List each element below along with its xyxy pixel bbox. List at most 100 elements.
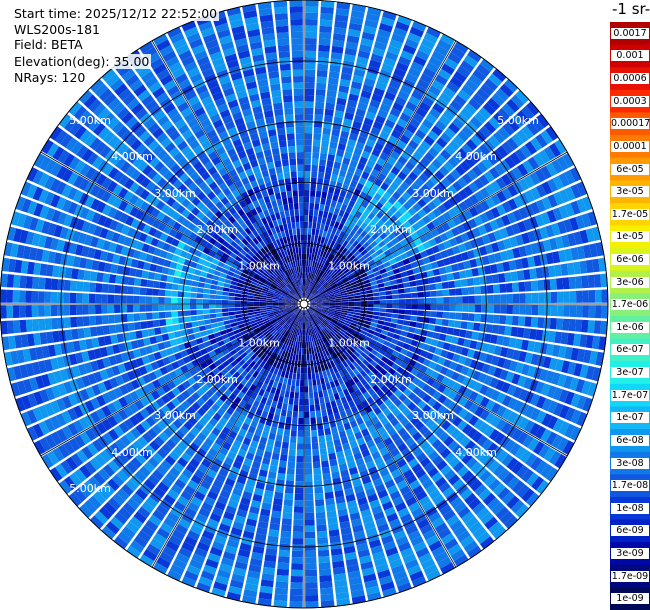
beta-cell xyxy=(432,207,442,218)
beta-cell xyxy=(375,201,384,211)
beta-cell xyxy=(351,319,359,325)
beta-cell xyxy=(198,325,206,332)
beta-cell xyxy=(496,204,507,216)
beta-cell xyxy=(354,304,361,307)
beta-cell xyxy=(414,420,425,431)
beta-cell xyxy=(347,185,355,194)
beta-cell xyxy=(390,166,401,176)
beta-cell xyxy=(126,304,134,313)
beta-cell xyxy=(402,325,410,332)
beta-cell xyxy=(140,321,148,330)
beta-cell xyxy=(501,491,515,505)
beta-cell xyxy=(420,183,431,194)
beta-cell xyxy=(355,243,362,250)
beta-cell xyxy=(82,316,90,327)
beta-cell xyxy=(409,26,424,38)
beta-cell xyxy=(512,209,523,222)
beta-cell xyxy=(512,247,521,259)
beta-cell xyxy=(436,290,444,297)
beta-cell xyxy=(502,472,515,486)
beta-cell xyxy=(563,305,570,317)
beta-cell xyxy=(309,209,314,216)
beta-cell xyxy=(304,519,315,526)
beta-cell xyxy=(333,266,340,273)
beta-cell xyxy=(467,169,478,181)
beta-cell xyxy=(345,205,353,214)
beta-cell xyxy=(327,388,333,396)
beta-cell xyxy=(334,258,340,265)
beta-cell xyxy=(471,267,479,277)
beta-cell xyxy=(320,587,334,595)
beta-cell xyxy=(190,315,198,322)
beta-cell xyxy=(280,530,292,538)
beta-cell xyxy=(285,416,292,424)
beta-cell xyxy=(378,196,388,206)
beta-cell xyxy=(366,203,375,212)
beta-cell xyxy=(324,491,334,500)
beta-cell xyxy=(291,550,303,558)
beta-cell xyxy=(441,420,452,431)
beta-cell xyxy=(330,263,336,270)
beta-cell xyxy=(293,519,304,526)
beta-cell xyxy=(384,398,393,407)
beta-cell xyxy=(108,274,117,284)
beta-cell xyxy=(524,405,535,419)
beta-cell xyxy=(422,67,436,79)
beta-cell xyxy=(434,347,443,356)
beta-cell xyxy=(316,416,323,424)
beta-cell xyxy=(294,500,304,507)
beta-cell xyxy=(332,337,338,344)
beta-cell xyxy=(304,285,306,292)
beta-cell xyxy=(204,319,211,325)
beta-cell xyxy=(304,253,307,260)
beta-cell xyxy=(197,315,204,321)
beta-cell xyxy=(337,270,344,276)
beta-cell xyxy=(134,278,142,287)
beta-cell xyxy=(235,289,242,294)
beta-cell xyxy=(377,109,389,119)
beta-cell xyxy=(152,280,160,289)
beta-cell xyxy=(69,305,77,316)
beta-cell xyxy=(340,346,347,354)
beta-cell xyxy=(397,319,404,325)
beta-cell xyxy=(422,96,435,107)
beta-cell xyxy=(411,353,420,361)
beta-cell xyxy=(530,393,541,407)
beta-cell xyxy=(388,79,401,90)
beta-cell xyxy=(397,283,404,289)
beta-cell xyxy=(463,197,474,209)
beta-cell xyxy=(386,304,393,309)
beta-cell xyxy=(341,295,348,298)
beta-cell xyxy=(337,175,345,184)
beta-cell xyxy=(293,512,304,520)
beta-cell xyxy=(210,284,218,290)
beta-cell xyxy=(327,83,338,92)
beta-cell xyxy=(472,350,482,360)
beta-cell xyxy=(321,293,328,298)
beta-cell xyxy=(495,418,507,431)
beta-cell xyxy=(460,321,468,330)
beta-cell xyxy=(459,329,467,338)
beta-cell xyxy=(221,300,229,304)
beta-cell xyxy=(360,259,368,266)
beta-cell xyxy=(507,476,520,490)
beta-cell xyxy=(348,327,355,333)
beta-cell xyxy=(436,297,444,304)
beta-cell xyxy=(431,218,441,228)
beta-cell xyxy=(402,44,417,55)
beta-cell xyxy=(417,310,425,317)
beta-cell xyxy=(304,272,306,279)
beta-cell xyxy=(569,167,582,182)
beta-cell xyxy=(495,379,505,391)
beta-cell xyxy=(468,218,478,229)
beta-cell xyxy=(321,292,328,297)
beta-cell xyxy=(101,304,108,314)
beta-cell xyxy=(569,217,579,231)
beta-cell xyxy=(411,90,424,101)
beta-cell xyxy=(458,243,467,253)
beta-cell xyxy=(490,334,498,344)
beta-cell xyxy=(468,295,475,304)
beta-cell xyxy=(304,215,309,222)
beta-cell xyxy=(481,234,491,245)
beta-cell xyxy=(392,250,400,258)
